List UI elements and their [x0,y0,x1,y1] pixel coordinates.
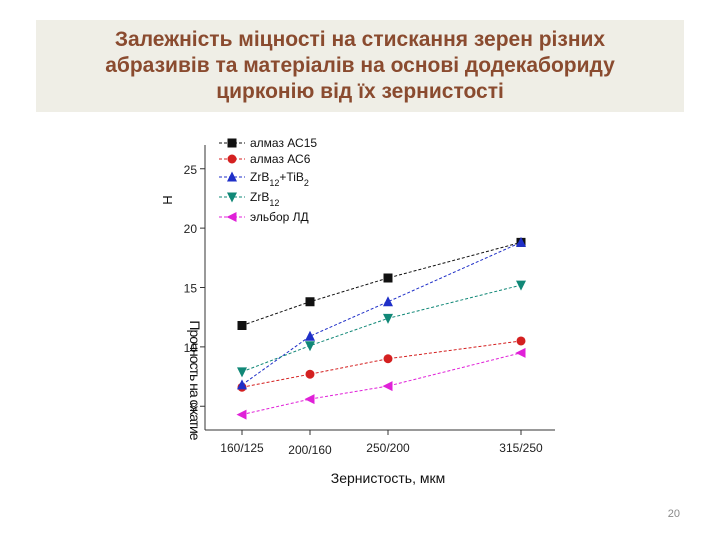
y-tick-label: 25 [184,163,198,177]
chart-ticks: 5 10 15 20 25 160/125 200/160 250/200 315/250 [184,163,543,457]
data-point [383,313,393,324]
series-line [241,284,522,373]
series-1 [237,336,526,392]
legend-subscript: 12 [269,198,279,208]
y-tick-label: 5 [190,400,197,414]
legend-label: эльбор ЛД [250,210,309,224]
data-point [237,367,247,378]
legend-label: алмаз АС6 [250,152,311,166]
data-point [227,138,237,148]
page-number: 20 [667,508,680,520]
data-point [226,212,237,222]
data-point [383,273,393,283]
title-line-2: абразивів та матеріалів на основі додека… [105,54,615,77]
legend-text: ZrB [250,190,269,204]
data-point [305,369,315,379]
data-point [515,347,526,358]
title-line-1: Залежність міцності на стискання зерен р… [114,28,606,51]
legend-text: ZrB [250,170,269,184]
legend-item: алмаз АС6 [219,152,311,166]
data-point [227,154,237,164]
data-point [382,381,393,392]
legend-label: алмаз АС15 [250,136,317,150]
series-0 [237,237,526,330]
legend-subscript: 12 [269,178,279,188]
series-2 [237,236,526,390]
data-point [516,236,526,247]
data-point [383,296,393,307]
data-point [227,192,237,203]
x-tick-label: 315/250 [499,441,543,455]
title-line-3: цирконію від їх зернистості [216,80,504,103]
legend-text: +TiB [279,170,304,184]
x-axis-label: Зернистость, мкм [331,470,445,486]
legend-label: ZrB12+TiB2 [250,170,309,188]
series-line [241,340,522,388]
x-tick-label: 200/160 [288,443,332,457]
series-line [241,241,522,326]
data-point [516,280,526,291]
data-point [237,379,247,390]
data-point [305,330,315,341]
x-tick-label: 250/200 [366,441,410,455]
y-axis-label-top: Н [160,195,175,204]
data-point [237,321,247,330]
data-point [304,394,315,405]
data-point [383,354,393,364]
series-3 [237,280,526,378]
series-layer [236,236,526,420]
data-point [236,409,247,420]
legend-item: ZrB12 [219,190,279,208]
data-point [305,341,315,352]
slide-title: Залежність міцності на стискання зерен р… [36,20,684,112]
series-line [241,241,522,386]
legend-item: ZrB12+TiB2 [219,170,309,188]
legend-item: эльбор ЛД [219,210,309,224]
series-line [241,352,522,416]
y-axis-label-overlap: Прочность на сжатие [187,320,203,440]
y-tick-label: 20 [184,222,198,236]
legend-label: ZrB12 [250,190,279,208]
data-point [227,171,237,182]
data-point [305,297,315,307]
data-point [516,336,526,346]
legend-item: алмаз АС15 [219,136,317,150]
x-tick-label: 160/125 [220,441,264,455]
y-tick-label: 15 [184,282,198,296]
y-tick-label: 10 [184,341,198,355]
series-4 [236,347,526,420]
legend-subscript: 2 [304,178,309,188]
